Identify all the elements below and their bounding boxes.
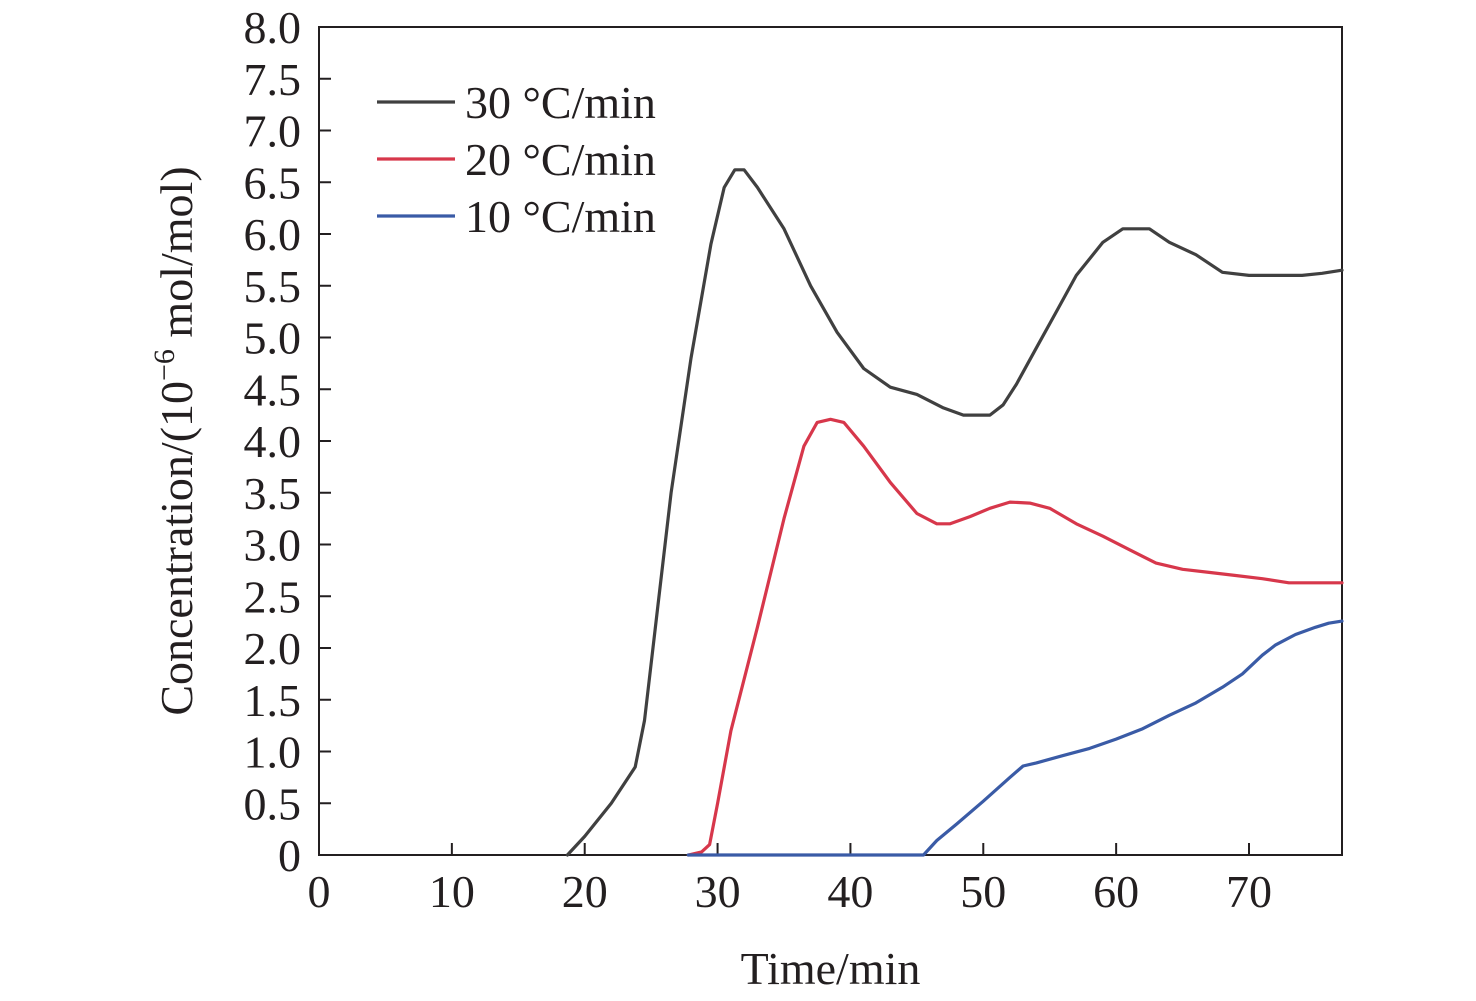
- x-tick-label: 20: [562, 866, 608, 917]
- series-line-1: [565, 168, 1344, 857]
- y-tick-label: 1.0: [244, 727, 302, 778]
- y-tick-label: 3.0: [244, 520, 302, 571]
- y-axis-title-rest: mol/mol): [151, 166, 202, 349]
- y-tick-label: 7.0: [244, 106, 302, 157]
- x-tick-label: 60: [1093, 866, 1139, 917]
- axes-layer: 0 10 20 30 40 50 60 70 00.51.01.52.02.53.03.54.0…: [244, 2, 1343, 917]
- y-tick-label: 2.0: [244, 623, 302, 674]
- x-tick-label: 30: [695, 866, 741, 917]
- x-tick-label: 10: [429, 866, 475, 917]
- x-tick-label: 50: [960, 866, 1006, 917]
- y-tick-label: 3.5: [244, 468, 302, 519]
- legend-label: 10 °C/min: [465, 191, 656, 242]
- series-line-2: [686, 417, 1344, 857]
- y-tick-label: 6.5: [244, 157, 302, 208]
- legend-label: 30 °C/min: [465, 77, 656, 128]
- y-tick-label: 4.0: [244, 416, 302, 467]
- series-line-3: [686, 619, 1344, 857]
- legend: 30 °C/min 20 °C/min 10 °C/min: [377, 77, 656, 242]
- y-tick-label: 0.5: [244, 778, 302, 829]
- x-tick-label: 70: [1226, 866, 1272, 917]
- x-tick-label: 40: [827, 866, 873, 917]
- y-tick-label: 4.5: [244, 364, 302, 415]
- y-tick-label: 0: [278, 830, 301, 881]
- x-tick-label: 0: [308, 866, 331, 917]
- y-axis-title: Concentration/(10−6 mol/mol): [148, 166, 202, 715]
- series-layer: [565, 168, 1344, 857]
- y-axis-title-main: Concentration/(10: [151, 381, 202, 716]
- y-tick-label: 5.0: [244, 313, 302, 364]
- y-tick-label: 6.0: [244, 209, 302, 260]
- y-axis-title-superscript: −6: [148, 349, 181, 381]
- legend-label: 20 °C/min: [465, 134, 656, 185]
- y-tick-label: 7.5: [244, 54, 302, 105]
- y-tick-label: 5.5: [244, 261, 302, 312]
- y-tick-label: 2.5: [244, 571, 302, 622]
- x-axis-title: Time/min: [741, 943, 921, 994]
- y-tick-label: 1.5: [244, 675, 302, 726]
- y-tick-label: 8.0: [244, 2, 302, 53]
